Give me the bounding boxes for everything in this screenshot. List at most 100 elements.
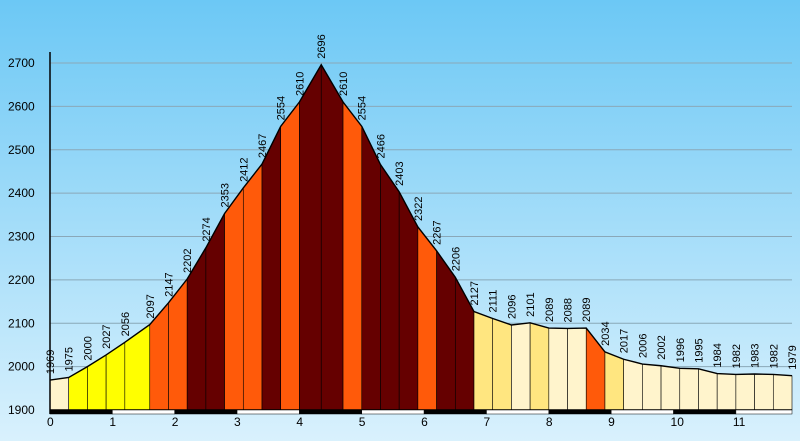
elevation-label: 1996 bbox=[675, 338, 687, 362]
elevation-label: 2322 bbox=[413, 196, 425, 220]
profile-segment bbox=[772, 374, 793, 411]
elevation-label: 2206 bbox=[450, 247, 462, 271]
elevation-label: 2088 bbox=[563, 298, 575, 322]
profile-segment bbox=[660, 365, 681, 411]
elevation-label: 1983 bbox=[750, 344, 762, 368]
y-tick-label-2400: 2400 bbox=[8, 186, 35, 200]
km-scale-bar-unit bbox=[423, 409, 487, 415]
profile-segment bbox=[642, 363, 662, 411]
profile-segment bbox=[417, 226, 437, 411]
profile-segment bbox=[361, 126, 381, 411]
profile-segment bbox=[299, 63, 322, 411]
profile-segment bbox=[261, 126, 282, 411]
profile-segment bbox=[342, 101, 363, 411]
x-tick-label-0: 0 bbox=[47, 415, 54, 429]
profile-segment bbox=[436, 249, 456, 411]
elevation-label: 2147 bbox=[163, 272, 175, 296]
y-tick-label-2000: 2000 bbox=[8, 360, 35, 374]
elevation-label: 2610 bbox=[294, 72, 306, 96]
elevation-label: 2089 bbox=[544, 298, 556, 322]
profile-segment bbox=[604, 351, 624, 411]
elevation-label: 2027 bbox=[101, 324, 113, 348]
km-scale-bar-unit bbox=[236, 409, 300, 415]
elevation-label: 1984 bbox=[712, 343, 724, 367]
profile-segment bbox=[716, 373, 737, 411]
y-tick-label-2300: 2300 bbox=[8, 230, 35, 244]
profile-outline bbox=[49, 63, 793, 381]
elevation-label: 2017 bbox=[619, 329, 631, 353]
profile-segment bbox=[242, 163, 263, 411]
km-scale-bar-unit bbox=[174, 409, 238, 415]
profile-segment bbox=[735, 373, 755, 411]
elevation-label: 2353 bbox=[220, 183, 232, 207]
x-tick-label-8: 8 bbox=[546, 415, 553, 429]
elevation-label: 2097 bbox=[145, 294, 157, 318]
elevation-label: 1975 bbox=[64, 347, 76, 371]
profile-segment bbox=[511, 322, 531, 411]
km-scale-bar-unit bbox=[548, 409, 612, 415]
elevation-label: 2610 bbox=[338, 72, 350, 96]
km-scale-bar-unit bbox=[112, 409, 175, 415]
elevation-label: 2096 bbox=[506, 295, 518, 319]
km-scale-bar-unit bbox=[49, 409, 113, 415]
x-tick-label-5: 5 bbox=[359, 415, 366, 429]
y-tick-label-1900: 1900 bbox=[8, 403, 35, 417]
x-tick-label-4: 4 bbox=[296, 415, 303, 429]
x-tick-label-1: 1 bbox=[109, 415, 116, 429]
profile-segment bbox=[679, 368, 699, 411]
elevation-label: 2467 bbox=[257, 134, 269, 158]
profile-segment bbox=[380, 163, 400, 411]
km-scale-bar-unit bbox=[299, 409, 363, 415]
y-tick-label-2100: 2100 bbox=[8, 316, 35, 330]
y-tick-label-2500: 2500 bbox=[8, 143, 35, 157]
elevation-label: 2202 bbox=[182, 249, 194, 273]
km-scale-bar-unit bbox=[610, 409, 674, 415]
km-scale-bar-unit bbox=[486, 409, 550, 415]
elevation-label: 2696 bbox=[316, 34, 328, 58]
profile-segment bbox=[49, 377, 70, 411]
elevation-label: 2466 bbox=[375, 134, 387, 158]
profile-segment bbox=[224, 187, 244, 411]
profile-segment bbox=[567, 327, 587, 411]
elevation-label: 1982 bbox=[731, 344, 743, 368]
elevation-label: 1995 bbox=[693, 338, 705, 362]
elevation-label: 2089 bbox=[581, 298, 593, 322]
elevation-label: 2412 bbox=[238, 157, 250, 181]
profile-segment bbox=[548, 327, 568, 411]
x-tick-label-11: 11 bbox=[733, 415, 746, 429]
profile-segment bbox=[473, 311, 494, 411]
elevation-label: 2127 bbox=[469, 281, 481, 305]
elevation-label: 2267 bbox=[432, 220, 444, 244]
profile-segment bbox=[398, 191, 419, 411]
km-scale-bar-unit bbox=[673, 409, 737, 415]
elevation-label: 1982 bbox=[768, 344, 780, 368]
elevation-label: 2554 bbox=[276, 96, 288, 120]
x-tick-label-3: 3 bbox=[234, 415, 241, 429]
y-tick-label-2600: 2600 bbox=[8, 99, 35, 113]
profile-segment bbox=[492, 318, 512, 411]
elevation-label: 2403 bbox=[394, 161, 406, 185]
profile-segment bbox=[280, 101, 300, 411]
y-tick-label-2700: 2700 bbox=[8, 56, 35, 70]
x-tick-label-2: 2 bbox=[172, 415, 179, 429]
x-tick-label-7: 7 bbox=[483, 415, 490, 429]
elevation-label: 2006 bbox=[637, 334, 649, 358]
elevation-label: 2101 bbox=[525, 292, 537, 316]
elevation-label: 1969 bbox=[45, 350, 57, 374]
x-tick-label-6: 6 bbox=[421, 415, 428, 429]
profile-segment bbox=[320, 63, 344, 411]
elevation-label: 2000 bbox=[82, 336, 94, 360]
profile-segment bbox=[698, 368, 718, 411]
profile-segment bbox=[754, 373, 774, 411]
km-scale-bar-unit bbox=[361, 409, 425, 415]
y-tick-label-2200: 2200 bbox=[8, 273, 35, 287]
elevation-label: 2056 bbox=[120, 312, 132, 336]
elevation-label: 1979 bbox=[787, 345, 799, 369]
elevation-label: 2034 bbox=[600, 321, 612, 345]
elevation-label: 2274 bbox=[201, 217, 213, 241]
elevation-label: 2111 bbox=[488, 290, 500, 313]
elevation-label: 2554 bbox=[357, 96, 369, 120]
km-scale-bar-unit bbox=[735, 409, 793, 415]
profile-segment bbox=[623, 358, 643, 411]
